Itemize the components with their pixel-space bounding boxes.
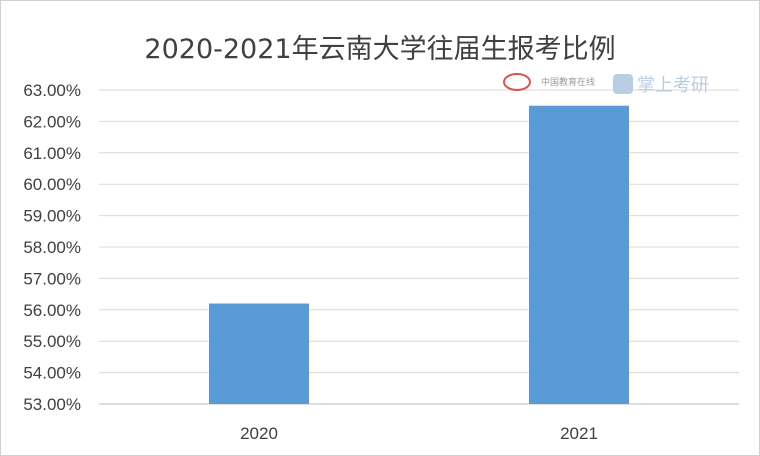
bars — [209, 105, 629, 404]
gridlines — [99, 89, 739, 405]
y-tick-label: 60.00% — [23, 175, 81, 194]
eol-logo-icon — [503, 73, 531, 91]
y-tick-label: 62.00% — [23, 112, 81, 131]
y-tick-label: 53.00% — [23, 395, 81, 414]
y-tick-label: 59.00% — [23, 207, 81, 226]
kaoyan-logo-icon — [613, 74, 633, 94]
y-tick-label: 61.00% — [23, 144, 81, 163]
x-tick-labels: 2020 2021 — [240, 424, 598, 443]
bar-2021 — [529, 105, 629, 404]
y-tick-label: 57.00% — [23, 269, 81, 288]
x-tick-label: 2020 — [240, 424, 278, 443]
y-tick-label: 54.00% — [23, 364, 81, 383]
chart-title: 2020-2021年云南大学往届生报考比例 — [144, 34, 616, 65]
watermark-text-top: 中国教育在线 — [541, 76, 595, 88]
y-tick-label: 63.00% — [23, 81, 81, 100]
y-tick-label: 58.00% — [23, 238, 81, 257]
y-tick-label: 55.00% — [23, 332, 81, 351]
watermark-logo: 中国教育在线 掌上考研 — [503, 73, 709, 96]
watermark-brand-text: 掌上考研 — [637, 75, 709, 96]
x-tick-label: 2021 — [560, 424, 598, 443]
y-tick-label: 56.00% — [23, 301, 81, 320]
y-tick-labels: 53.00% 54.00% 55.00% 56.00% 57.00% 58.00% 59.0… — [23, 81, 81, 414]
bar-2020 — [209, 303, 309, 404]
